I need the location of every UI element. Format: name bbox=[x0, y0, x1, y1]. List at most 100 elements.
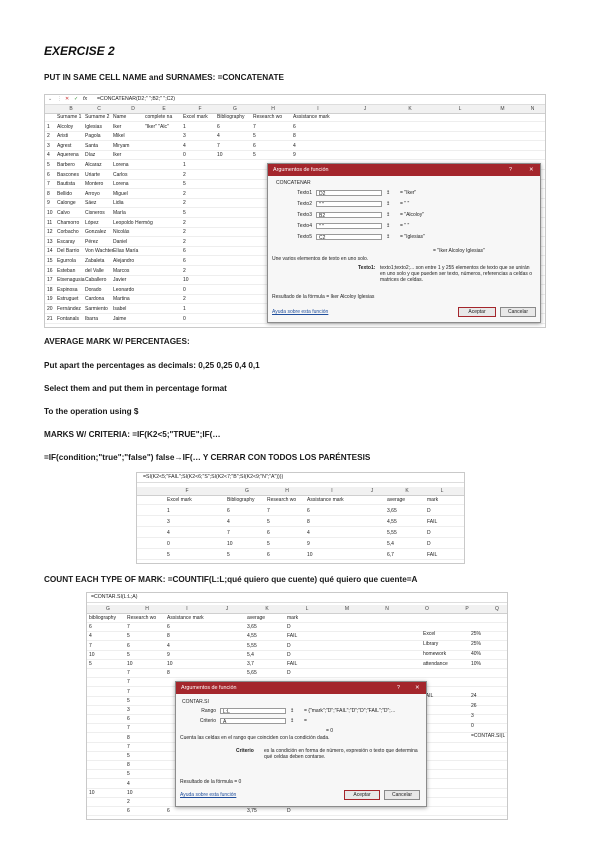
table-cell[interactable]: Surname 2 bbox=[85, 114, 110, 120]
table-cell[interactable]: 2 bbox=[183, 171, 186, 178]
table-cell[interactable]: 5 bbox=[267, 519, 270, 525]
table-cell[interactable]: 40% bbox=[471, 651, 482, 657]
table-cell[interactable]: 7 bbox=[217, 142, 220, 149]
table-cell[interactable]: Uriarte bbox=[85, 171, 101, 178]
table-cell[interactable]: 2 bbox=[183, 200, 186, 207]
table-cell[interactable]: Leopoldo Hermógenes bbox=[113, 219, 153, 226]
table-cell[interactable]: María bbox=[113, 210, 126, 216]
cancel-button-3[interactable]: Cancelar bbox=[384, 790, 420, 800]
table-cell[interactable]: 5 bbox=[127, 753, 130, 759]
help-link-3[interactable]: Ayuda sobre esta función bbox=[180, 792, 237, 798]
table-cell[interactable]: 6 bbox=[127, 808, 130, 815]
table-cell[interactable]: 2 bbox=[47, 133, 50, 140]
table-cell[interactable]: 4 bbox=[293, 142, 296, 149]
table-cell[interactable]: Caballero bbox=[85, 277, 107, 284]
column-header[interactable]: C bbox=[97, 106, 101, 112]
table-cell[interactable]: 7 bbox=[127, 743, 130, 750]
table-cell[interactable]: Excel bbox=[423, 631, 436, 637]
table-cell[interactable]: 21 bbox=[47, 315, 53, 322]
table-cell[interactable]: 10 bbox=[217, 152, 223, 159]
table-cell[interactable]: Assistance mark bbox=[307, 497, 344, 503]
table-cell[interactable]: 7 bbox=[127, 725, 130, 732]
column-header[interactable]: L bbox=[458, 106, 462, 112]
help-icon[interactable]: ? bbox=[509, 167, 512, 173]
table-cell[interactable]: 3 bbox=[167, 519, 170, 525]
table-cell[interactable]: 2 bbox=[183, 267, 186, 274]
table-cell[interactable]: 5 bbox=[47, 162, 50, 168]
table-cell[interactable]: Estruguet bbox=[57, 296, 79, 303]
collapse-dialog-icon[interactable]: ↥ bbox=[386, 212, 391, 218]
table-cell[interactable]: Elías María bbox=[113, 248, 139, 255]
argument-input[interactable]: C2 bbox=[316, 234, 382, 241]
table-cell[interactable]: 6 bbox=[267, 552, 270, 558]
table-cell[interactable]: 2 bbox=[183, 219, 186, 226]
table-cell[interactable]: 1 bbox=[183, 162, 186, 168]
table-cell[interactable]: Martina bbox=[113, 296, 130, 303]
table-cell[interactable]: Jaime bbox=[113, 315, 127, 322]
table-cell[interactable]: 5 bbox=[227, 552, 230, 558]
column-header[interactable]: B bbox=[69, 106, 73, 112]
table-cell[interactable]: 6,7 bbox=[387, 552, 394, 558]
table-cell[interactable]: Espinosa bbox=[57, 286, 78, 293]
table-cell[interactable]: Ibarra bbox=[85, 315, 99, 322]
column-header[interactable]: J bbox=[363, 106, 367, 112]
table-cell[interactable]: 3,75 bbox=[247, 808, 257, 815]
table-cell[interactable]: D bbox=[423, 703, 467, 709]
table-cell[interactable]: 10 bbox=[227, 541, 233, 547]
table-cell[interactable]: Calonge bbox=[57, 200, 76, 207]
table-cell[interactable]: 5 bbox=[253, 152, 256, 159]
argument-input[interactable]: L:L bbox=[220, 708, 286, 715]
table-cell[interactable]: 6 bbox=[167, 624, 170, 631]
column-header[interactable]: J bbox=[370, 488, 374, 494]
table-cell[interactable]: 8 bbox=[127, 734, 130, 741]
table-cell[interactable]: 6 bbox=[127, 716, 130, 723]
table-cell[interactable]: 10 bbox=[89, 651, 95, 658]
table-cell[interactable]: Iglesias bbox=[85, 123, 102, 130]
table-cell[interactable]: 6 bbox=[307, 508, 310, 514]
table-cell[interactable]: 10 bbox=[89, 789, 95, 796]
table-cell[interactable]: Fontanals bbox=[57, 315, 79, 322]
table-cell[interactable]: FAIL bbox=[427, 519, 438, 525]
table-cell[interactable]: Excel mark bbox=[183, 114, 208, 120]
table-cell[interactable]: Arroyo bbox=[85, 190, 100, 197]
table-cell[interactable]: 9 bbox=[293, 152, 296, 159]
table-cell[interactable]: Cardona bbox=[85, 296, 105, 303]
column-header[interactable]: H bbox=[145, 606, 149, 612]
table-cell[interactable]: Alcaraz bbox=[85, 162, 102, 168]
table-cell[interactable]: 5,55 bbox=[387, 530, 397, 536]
table-cell[interactable]: Surname 1 bbox=[57, 114, 82, 120]
table-cell[interactable]: Etxenagusia bbox=[57, 277, 85, 284]
table-cell[interactable]: del Valle bbox=[85, 267, 104, 274]
table-cell[interactable]: 3 bbox=[183, 133, 186, 140]
table-cell[interactable]: Research wo bbox=[253, 114, 283, 120]
table-cell[interactable]: average bbox=[247, 615, 266, 621]
table-cell[interactable]: Escaray bbox=[57, 238, 76, 245]
table-cell[interactable]: 4 bbox=[47, 152, 50, 159]
table-cell[interactable]: FAIL bbox=[427, 552, 438, 558]
table-cell[interactable]: 1 bbox=[183, 123, 186, 130]
table-cell[interactable]: 4 bbox=[89, 633, 92, 640]
table-cell[interactable]: 2 bbox=[183, 238, 186, 245]
table-cell[interactable]: 4,55 bbox=[387, 519, 397, 525]
table-cell[interactable]: 0 bbox=[167, 541, 170, 547]
table-cell[interactable]: Bascones bbox=[57, 171, 79, 178]
table-cell[interactable]: 26 bbox=[471, 703, 477, 709]
table-cell[interactable]: Carlos bbox=[113, 171, 128, 178]
collapse-dialog-icon[interactable]: ↥ bbox=[386, 201, 391, 207]
close-icon[interactable]: ✕ bbox=[415, 685, 420, 691]
table-cell[interactable]: 3,65 bbox=[247, 624, 257, 631]
table-cell[interactable]: 8 bbox=[293, 133, 296, 140]
column-header[interactable]: L bbox=[305, 606, 309, 612]
table-cell[interactable]: D bbox=[427, 541, 431, 547]
table-cell[interactable]: 3 bbox=[127, 707, 130, 713]
table-cell[interactable]: 8 bbox=[47, 190, 50, 197]
formula-text-2[interactable]: =SI(K2<5;"FAIL";SI(K2<6;"S";SI(K2<7;"B";… bbox=[143, 474, 284, 480]
table-cell[interactable]: D bbox=[287, 670, 291, 677]
table-cell[interactable]: 17 bbox=[47, 277, 53, 284]
table-cell[interactable]: D bbox=[427, 530, 431, 536]
table-cell[interactable]: 6 bbox=[253, 142, 256, 149]
table-cell[interactable]: 2 bbox=[127, 799, 130, 805]
table-cell[interactable]: Bibliography bbox=[217, 114, 245, 120]
table-cell[interactable]: mark bbox=[287, 615, 299, 621]
table-cell[interactable]: 8 bbox=[307, 519, 310, 525]
